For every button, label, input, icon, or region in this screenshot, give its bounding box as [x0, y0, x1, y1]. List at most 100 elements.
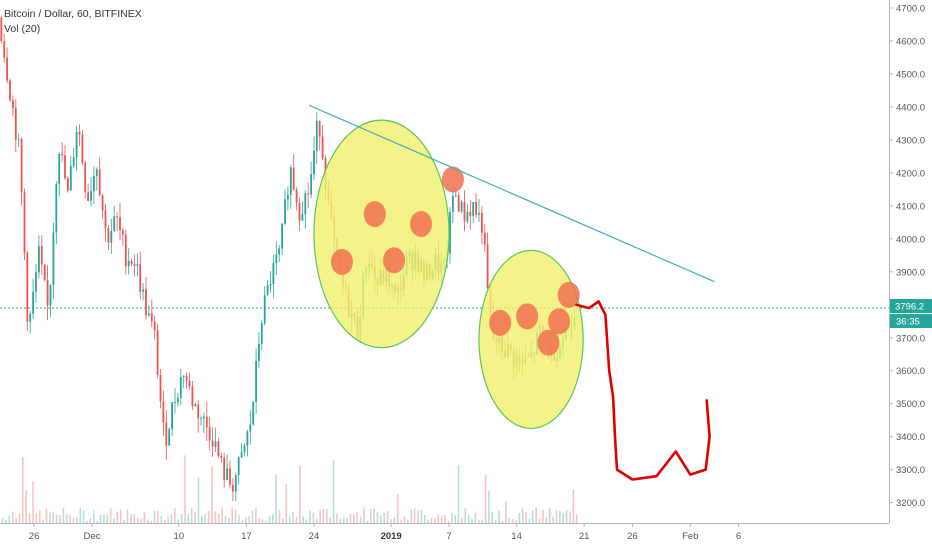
- volume-bar: [451, 513, 453, 523]
- volume-bar: [322, 508, 325, 523]
- volume-bar: [380, 515, 382, 523]
- candle-body: [104, 210, 107, 228]
- volume-bar: [474, 512, 477, 523]
- volume-bar: [147, 519, 149, 523]
- volume-bar: [42, 519, 44, 523]
- countdown-label: 36:35: [896, 317, 920, 328]
- candle-body: [469, 211, 472, 217]
- orange-marker: [363, 201, 386, 228]
- price-tick-label: 4100.0: [896, 201, 925, 212]
- candle-body: [52, 232, 55, 286]
- volume-bar: [478, 519, 480, 523]
- price-tick-label: 3300.0: [896, 465, 925, 476]
- volume-bar: [96, 520, 98, 523]
- volume-bar: [413, 508, 416, 523]
- candle-body: [124, 234, 127, 267]
- volume-bar: [174, 508, 176, 523]
- candle-body: [229, 468, 231, 485]
- volume-bar: [386, 511, 389, 523]
- volume-bar: [548, 507, 551, 523]
- time-tick-label: 10: [174, 531, 185, 542]
- candle-body: [295, 189, 298, 203]
- volume-bar: [521, 507, 524, 523]
- candle-body: [266, 285, 269, 296]
- candle-body: [95, 169, 98, 177]
- volume-bar: [106, 514, 109, 523]
- volume-bar: [572, 489, 575, 523]
- price-axis: 4700.0 4600.0 4500.0 4400.0 4300.0 4200.0 4100…: [889, 0, 932, 550]
- overlays: [308, 104, 715, 481]
- candle-body: [17, 139, 20, 141]
- volume-bar: [8, 515, 11, 523]
- volume-bar: [82, 510, 85, 523]
- candle-body: [246, 431, 249, 446]
- volume-bar: [285, 484, 288, 523]
- candle-body: [110, 230, 113, 243]
- candle-body: [72, 157, 75, 166]
- volume-bar: [79, 507, 82, 523]
- volume-bar: [326, 508, 328, 523]
- volume-bar: [515, 519, 517, 523]
- volume-indicator-label[interactable]: Vol (20): [4, 23, 41, 35]
- candle-body: [200, 418, 202, 419]
- volume-bar: [245, 517, 247, 523]
- volume-bar: [444, 514, 446, 523]
- volume-bar: [52, 511, 54, 523]
- volume-bar: [353, 514, 355, 523]
- volume-bar: [207, 510, 210, 523]
- price-tick-label: 4500.0: [896, 69, 925, 80]
- candle-body: [58, 154, 61, 185]
- volume-bar: [481, 519, 483, 523]
- candle-body: [64, 155, 66, 179]
- volume-bar: [339, 518, 342, 523]
- candle-body: [61, 154, 63, 156]
- candle-body: [315, 120, 318, 151]
- orange-marker: [330, 248, 353, 275]
- candle-body: [307, 193, 310, 195]
- volume-bar: [133, 514, 136, 523]
- candle-body: [3, 41, 6, 58]
- volume-bar: [275, 474, 277, 523]
- candle-body: [32, 291, 34, 314]
- candle-body: [281, 223, 283, 249]
- time-axis-bg: [0, 523, 889, 550]
- volume-bar: [18, 513, 21, 523]
- volume-bar: [312, 512, 315, 523]
- symbol-label[interactable]: Bitcoin / Dollar, 60, BITFINEX: [4, 8, 142, 20]
- volume-bar: [488, 490, 490, 523]
- volume-bar: [336, 513, 338, 523]
- candle-body: [179, 376, 182, 398]
- volume-bar: [194, 512, 196, 523]
- candle-body: [460, 201, 463, 212]
- candle-body: [93, 176, 95, 192]
- volume-bar: [214, 511, 217, 523]
- volume-bar: [511, 519, 514, 523]
- volume-bar: [559, 511, 561, 523]
- price-tick-label: 3600.0: [896, 366, 925, 377]
- candle-body: [142, 289, 144, 292]
- volume-bar: [123, 519, 125, 523]
- candle-body: [40, 245, 43, 265]
- volume-bar: [160, 516, 163, 523]
- candle-body: [298, 202, 301, 221]
- candle-body: [457, 195, 460, 212]
- volume-bar: [15, 517, 17, 523]
- chart-legend: Bitcoin / Dollar, 60, BITFINEX Vol (20): [4, 7, 142, 37]
- volume-bar: [211, 466, 213, 523]
- candle-body: [46, 279, 49, 306]
- candle-body: [258, 343, 260, 361]
- candle-body: [208, 427, 211, 441]
- candle-body: [191, 386, 194, 407]
- candle-body: [234, 475, 237, 492]
- candle-body: [69, 165, 72, 191]
- volume-bar: [518, 513, 521, 523]
- volume-bar: [278, 509, 281, 523]
- price-tick-label: 4300.0: [896, 135, 925, 146]
- volume-bar: [342, 517, 345, 523]
- candle-body: [486, 244, 489, 289]
- candle-body: [452, 196, 454, 212]
- price-tick-label: 4200.0: [896, 168, 925, 179]
- candle-body: [156, 330, 159, 376]
- volume-bar: [315, 519, 318, 523]
